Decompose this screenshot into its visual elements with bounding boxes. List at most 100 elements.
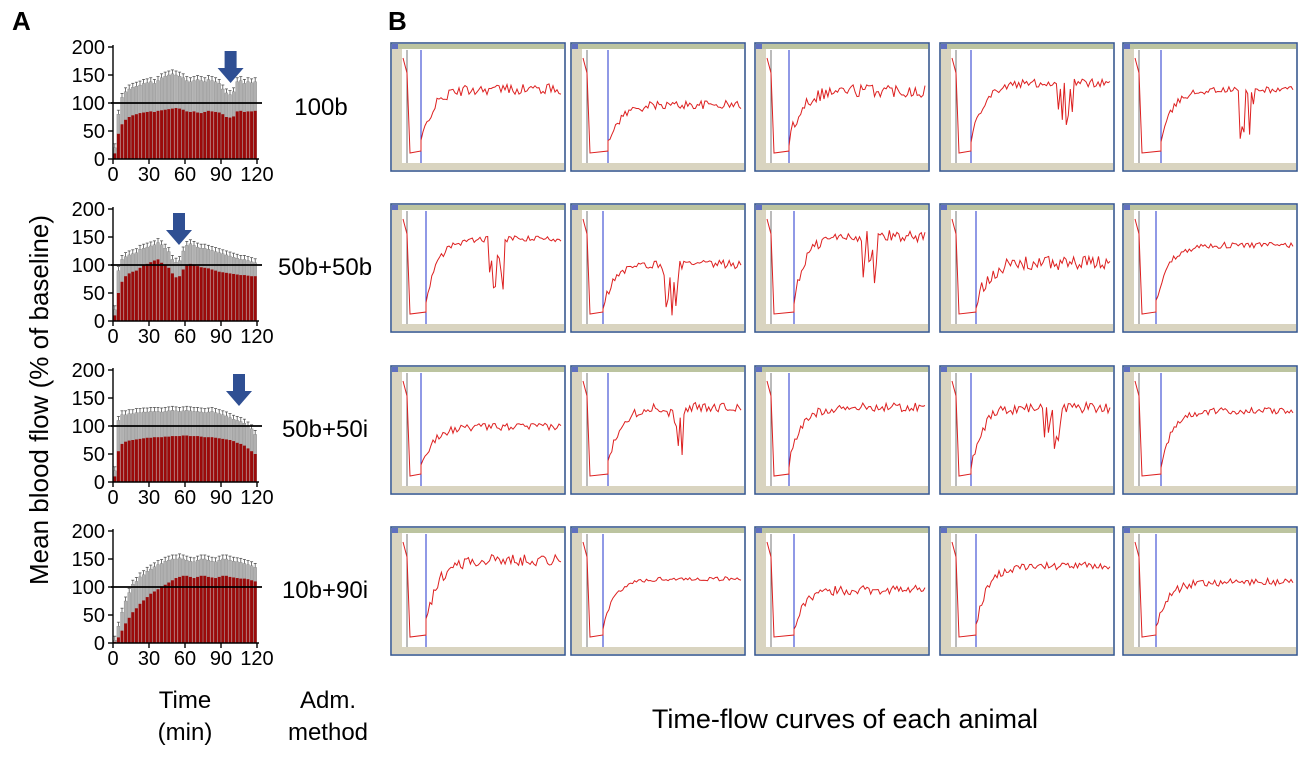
mean-bar: [206, 576, 210, 643]
x-tick-label: 60: [174, 326, 196, 348]
y-tick-label: 0: [94, 149, 105, 171]
mean-bar: [134, 608, 138, 643]
flow-trace: [1134, 57, 1294, 154]
mean-bar: [178, 576, 182, 643]
mean-bar: [167, 582, 171, 643]
window-sidebar: [1124, 49, 1134, 163]
mean-bar: [221, 438, 225, 482]
window-tab: [572, 44, 578, 49]
window-footer: [572, 163, 744, 170]
mean-bar: [232, 577, 236, 643]
mean-bar: [246, 448, 250, 482]
mean-bar: [199, 113, 203, 159]
mean-bar: [138, 267, 142, 321]
mean-bar: [134, 114, 138, 159]
window-footer: [1124, 486, 1296, 493]
mean-bar: [156, 437, 160, 482]
x-tick-label: 120: [240, 487, 273, 509]
y-tick-label: 50: [83, 444, 105, 466]
mean-bar: [152, 437, 156, 482]
mean-bar: [224, 272, 228, 321]
window-frame: [390, 42, 566, 172]
mean-bar: [239, 578, 243, 643]
mean-bar: [235, 442, 239, 482]
window-tab: [1124, 528, 1130, 533]
mean-bar: [120, 281, 124, 321]
method-label: 100b: [294, 94, 347, 121]
mean-bar: [196, 112, 200, 159]
mean-bar: [138, 113, 142, 159]
mean-bar: [185, 435, 189, 482]
mean-bar: [138, 603, 142, 643]
x-label-min: (min): [158, 719, 213, 746]
mean-bar: [149, 262, 153, 321]
mean-bar: [134, 439, 138, 482]
mean-bar: [124, 623, 128, 643]
mean-bar: [253, 454, 257, 482]
mean-bar: [203, 111, 207, 159]
y-tick-label: 100: [72, 255, 105, 277]
mean-bar: [246, 275, 250, 321]
window-tab: [756, 367, 762, 372]
trace-window: [1122, 365, 1298, 495]
mean-bar: [120, 630, 124, 643]
x-tick-label: 0: [107, 487, 118, 509]
mean-bar: [242, 275, 246, 321]
window-footer: [572, 647, 744, 654]
mean-bar: [152, 260, 156, 321]
window-tab: [392, 44, 398, 49]
window-titlebar: [941, 44, 1113, 49]
window-sidebar: [941, 372, 951, 486]
mean-bar: [167, 109, 171, 159]
mean-bar: [142, 265, 146, 321]
mean-bar: [160, 587, 164, 643]
mean-bar: [228, 576, 232, 643]
window-tab: [1124, 205, 1130, 210]
mean-bar: [116, 293, 120, 321]
mean-bar: [221, 114, 225, 159]
window-sidebar: [1124, 210, 1134, 324]
mean-bar: [113, 315, 117, 321]
x-tick-label: 90: [210, 487, 232, 509]
window-sidebar: [572, 533, 582, 647]
window-tab: [572, 528, 578, 533]
window-tab: [756, 205, 762, 210]
mean-bar: [192, 265, 196, 321]
mean-bar: [224, 575, 228, 643]
flow-trace: [582, 218, 742, 316]
window-titlebar: [572, 528, 744, 533]
window-tab: [941, 205, 947, 210]
window-footer: [572, 486, 744, 493]
x-tick-label: 0: [107, 648, 118, 670]
window-frame: [754, 526, 930, 656]
mean-bar: [253, 276, 257, 321]
mean-bar: [127, 117, 131, 159]
panel-a-label: A: [12, 6, 31, 36]
y-tick-label: 200: [72, 360, 105, 382]
x-tick-label: 60: [174, 648, 196, 670]
x-tick-label: 90: [210, 326, 232, 348]
window-titlebar: [572, 205, 744, 210]
window-frame: [939, 42, 1115, 172]
mean-bar: [250, 580, 254, 643]
y-tick-label: 0: [94, 472, 105, 494]
window-frame: [570, 42, 746, 172]
flow-trace: [766, 380, 926, 477]
window-tab: [392, 528, 398, 533]
window-footer: [941, 486, 1113, 493]
mean-bar: [149, 593, 153, 643]
x-label-time: Time: [159, 687, 211, 714]
window-titlebar: [756, 367, 928, 372]
mean-bar: [160, 437, 164, 482]
mean-bar: [210, 577, 214, 643]
window-frame: [939, 526, 1115, 656]
window-footer: [756, 647, 928, 654]
mean-bar: [134, 270, 138, 321]
trace-window: [390, 365, 566, 495]
window-titlebar: [941, 528, 1113, 533]
mean-bar: [232, 116, 236, 159]
x-tick-label: 0: [107, 326, 118, 348]
mean-bar: [196, 266, 200, 321]
